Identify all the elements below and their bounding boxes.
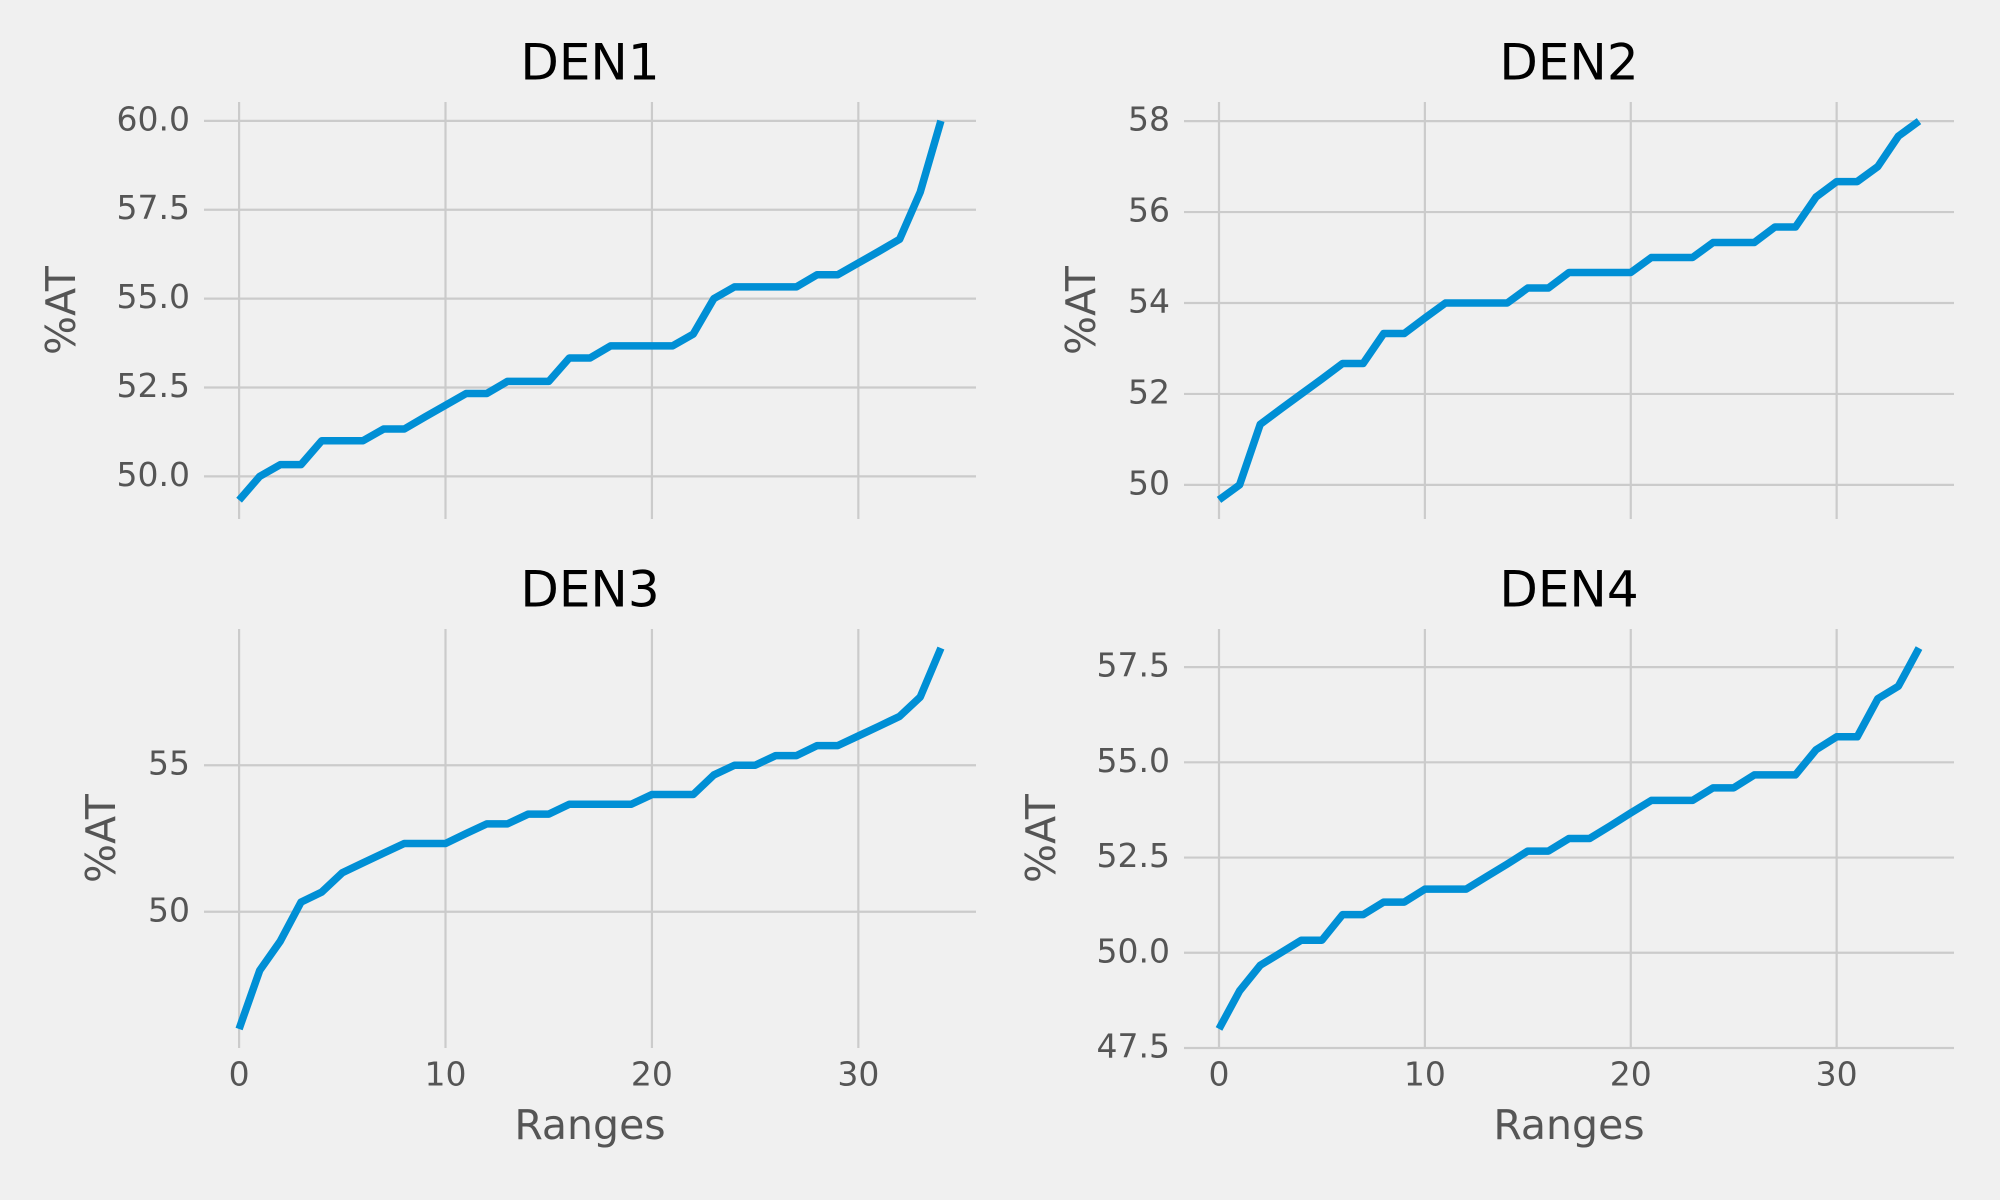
x-tick-label: 10 (425, 1055, 467, 1094)
x-tick-label: 0 (1209, 1055, 1230, 1094)
y-tick-label: 52.5 (117, 366, 190, 405)
y-tick-label: 55.0 (1097, 741, 1170, 780)
y-tick-label: 50 (148, 890, 190, 929)
y-axis-label: %AT (37, 265, 85, 355)
y-tick-label: 58 (1128, 100, 1170, 139)
y-tick-label: 47.5 (1097, 1027, 1170, 1066)
x-tick-label: 0 (229, 1055, 250, 1094)
x-tick-label: 20 (1610, 1055, 1652, 1094)
chart-title: DEN4 (1499, 561, 1638, 619)
x-tick-label: 20 (631, 1055, 673, 1094)
x-axis-label: Ranges (514, 1101, 665, 1149)
y-tick-label: 50.0 (1097, 931, 1170, 970)
x-tick-label: 30 (1816, 1055, 1858, 1094)
y-axis-label: %AT (1017, 793, 1065, 883)
chart-title: DEN1 (520, 34, 659, 92)
chart-title: DEN3 (520, 561, 659, 619)
chart-title: DEN2 (1499, 34, 1638, 92)
y-tick-label: 56 (1128, 191, 1170, 230)
data-line (236, 119, 945, 503)
y-tick-label: 55.0 (117, 277, 190, 316)
x-tick-label: 10 (1404, 1055, 1446, 1094)
data-line (1216, 118, 1922, 503)
data-line (1215, 646, 1923, 1031)
y-tick-label: 52.5 (1097, 836, 1170, 875)
y-tick-label: 57.5 (117, 188, 190, 227)
y-axis-label: %AT (77, 793, 125, 883)
y-tick-label: 50 (1128, 463, 1170, 502)
data-line (235, 646, 945, 1031)
x-axis-label: Ranges (1493, 1101, 1644, 1149)
y-tick-label: 52 (1128, 372, 1170, 411)
y-axis-label: %AT (1057, 265, 1105, 355)
y-tick-label: 50.0 (117, 455, 190, 494)
y-tick-label: 54 (1128, 281, 1170, 320)
y-tick-label: 60.0 (117, 99, 190, 138)
y-tick-label: 57.5 (1097, 646, 1170, 685)
x-tick-label: 30 (837, 1055, 879, 1094)
y-tick-label: 55 (148, 744, 190, 783)
